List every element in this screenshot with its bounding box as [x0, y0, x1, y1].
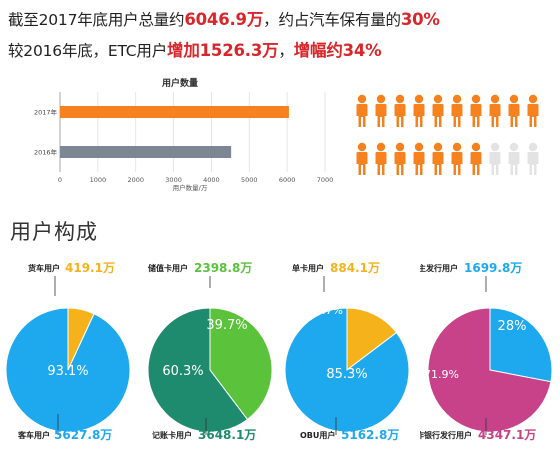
pie-large-percent: 93.1%: [47, 364, 88, 379]
x-tick-label: 6000: [279, 176, 296, 184]
person-icon: [432, 94, 444, 127]
bar-2017年: [60, 106, 289, 118]
pie-top-value: 2398.8万: [194, 261, 252, 275]
person-icon: [489, 94, 501, 127]
pie-top-label: 货车用户: [27, 263, 60, 273]
x-tick-label: 0: [58, 176, 62, 184]
person-icon: [527, 142, 539, 175]
y-category-label: 2016年: [34, 148, 58, 157]
person-icon: [489, 142, 501, 175]
pie-top-value: 1699.8万: [464, 261, 522, 275]
pie-top-label: 单卡用户: [292, 263, 324, 273]
pie-small-percent: 14.7%: [308, 304, 343, 317]
pie-bottom-label: 记账卡用户: [152, 430, 192, 440]
pie-bottom-value: 5162.8万: [341, 428, 399, 442]
pie-bottom-label: 客车用户: [17, 430, 50, 440]
person-icon: [451, 142, 463, 175]
pie-slice-OBU用户: [284, 307, 410, 433]
pie-large-percent: 71.9%: [424, 368, 459, 381]
person-icon: [527, 94, 539, 127]
pie-slice-储值卡用户: [209, 307, 273, 421]
person-icon: [413, 142, 425, 175]
section-title: 用户构成: [10, 220, 98, 244]
person-icon: [356, 142, 368, 175]
pie-chart-device-type: 单卡用户 884.1万 14.7% 85.3% OBU用户 5162.8万: [284, 261, 410, 442]
headline-line-2: 较2016年底，ETC用户增加1526.3万，增幅约34%: [8, 37, 382, 61]
person-icon: [470, 94, 482, 127]
person-icon: [394, 142, 406, 175]
headline-text: ，: [278, 42, 294, 60]
person-icon: [413, 94, 425, 127]
share-percent-value: 30%: [400, 10, 440, 29]
pie-bottom-value: 4347.1万: [478, 428, 536, 442]
pie-small-percent: 28%: [498, 319, 527, 334]
person-icon: [451, 94, 463, 127]
people-pictograph: [356, 94, 539, 175]
pie-top-value: 419.1万: [65, 261, 115, 275]
person-icon: [508, 142, 520, 175]
x-tick-label: 7000: [317, 176, 334, 184]
person-icon: [394, 94, 406, 127]
pie-slice-自主发行用户: [489, 307, 553, 383]
total-users-value: 6046.9万: [184, 10, 264, 29]
pie-bottom-value: 5627.8万: [54, 428, 112, 442]
pie-slice-合作银行发行用户: [427, 307, 552, 433]
x-tick-label: 4000: [203, 176, 220, 184]
pie-small-percent: 6.9%: [50, 297, 73, 307]
pie-bottom-value: 3648.1万: [198, 428, 256, 442]
headline-text: 较2016年底，ETC用户: [8, 42, 168, 60]
pie-small-percent: 39.7%: [206, 318, 247, 333]
x-tick-label: 3000: [165, 176, 182, 184]
person-icon: [432, 142, 444, 175]
increase-value: 增加1526.3万: [167, 41, 279, 60]
pie-slice-记账卡用户: [147, 307, 249, 433]
y-category-label: 2017年: [34, 108, 58, 117]
pie-slice-单卡用户: [346, 307, 398, 372]
person-icon: [375, 94, 387, 127]
bar-chart-title: 用户数量: [161, 77, 198, 89]
bar-2016年: [60, 146, 232, 158]
headline-text: ，约占汽车保有量的: [263, 11, 401, 29]
pie-large-percent: 60.3%: [162, 364, 203, 379]
pie-top-value: 884.1万: [330, 261, 380, 275]
pie-bottom-label: 合作银行发行用户: [420, 430, 472, 440]
person-icon: [508, 94, 520, 127]
growth-rate-value: 增幅约34%: [293, 41, 382, 60]
pie-chart-card-type: 储值卡用户 2398.8万 39.7% 60.3% 记账卡用户 3648.1万: [147, 261, 273, 442]
user-count-bar-chart: 用户数量 2017年 2016年 0 1000 2000 3000 4000 5000 600…: [34, 77, 334, 192]
headline-text: 截至2017年底用户总量约: [8, 11, 185, 29]
pie-chart-issuer-type: 自主发行用户 1699.8万 28% 71.9% 合作银行发行用户 4347.1…: [420, 261, 553, 442]
bar-x-axis-label: 用户数量/万: [173, 183, 208, 192]
person-icon: [375, 142, 387, 175]
x-tick-label: 5000: [241, 176, 258, 184]
pie-bottom-label: OBU用户: [300, 430, 335, 440]
x-tick-label: 2000: [127, 176, 144, 184]
pie-large-percent: 85.3%: [326, 367, 367, 382]
pie-top-label: 储值卡用户: [147, 263, 188, 273]
pie-chart-vehicle-type: 货车用户 419.1万 6.9% 93.1% 客车用户 5627.8万: [5, 261, 131, 442]
person-icon: [470, 142, 482, 175]
headline-line-1: 截至2017年底用户总量约6046.9万，约占汽车保有量的30%: [8, 6, 440, 30]
pie-slice-客车用户: [5, 307, 131, 433]
x-tick-label: 1000: [90, 176, 107, 184]
person-icon: [356, 94, 368, 127]
pie-top-label: 自主发行用户: [420, 263, 458, 273]
